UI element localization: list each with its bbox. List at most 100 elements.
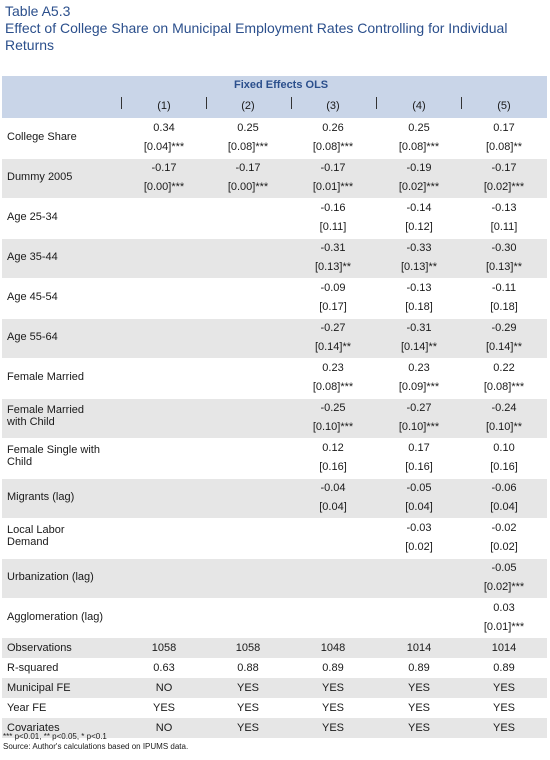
stat-cell: YES [407, 722, 430, 734]
standard-error-cell: [0.14]** [314, 341, 352, 353]
coefficient-cell: 0.25 [408, 122, 430, 134]
row-label: Agglomeration (lag) [7, 611, 103, 623]
standard-error-cell: [0.10]** [485, 421, 523, 433]
coefficient-cell: -0.31 [406, 322, 432, 334]
standard-error-cell: [0.14]** [485, 341, 523, 353]
standard-error-cell: [0.12] [405, 221, 433, 233]
standard-error-cell: [0.00]*** [227, 181, 269, 193]
stat-cell: YES [236, 682, 259, 694]
coefficient-cell: -0.05 [491, 562, 517, 574]
stat-row: Municipal FE NO YES YES YES YES [2, 678, 547, 698]
coefficient-cell: 0.22 [493, 362, 515, 374]
row-label-line: Age 45-54 [7, 291, 58, 303]
table-row: Agglomeration (lag) 0.03 [0.01]*** [2, 598, 547, 638]
stat-cell: YES [321, 702, 344, 714]
stat-cell: NO [155, 722, 173, 734]
table-row: Age 25-34 -0.16 [0.11] -0.14 [0.12] -0.13 [0.1… [2, 198, 547, 238]
row-label-line: Agglomeration (lag) [7, 611, 103, 623]
row-label-line: Migrants (lag) [7, 491, 75, 503]
standard-error-cell: [0.08]*** [227, 141, 269, 153]
coefficient-cell: -0.16 [320, 202, 346, 214]
table-title-block: Table A5.3 Effect of College Share on Mu… [5, 3, 545, 54]
standard-error-cell: [0.11] [490, 221, 518, 233]
column-separator [206, 97, 207, 109]
coefficient-cell: -0.17 [320, 162, 346, 174]
row-label: Age 35-44 [7, 251, 58, 263]
row-label: Urbanization (lag) [7, 571, 94, 583]
standard-error-cell: [0.09]*** [398, 381, 440, 393]
row-label: Female Single with Child [7, 444, 100, 468]
row-label: Migrants (lag) [7, 491, 74, 503]
statistics-rows: Observations 1058 1058 1048 1014 1014 R-square… [2, 638, 547, 738]
standard-error-cell: [0.14]** [400, 341, 438, 353]
coefficient-cell: 0.17 [493, 122, 515, 134]
coefficient-cell: -0.05 [406, 482, 432, 494]
stat-cell: YES [236, 722, 259, 734]
row-label-line: Female Married [7, 371, 85, 383]
coefficient-cell: -0.24 [491, 402, 517, 414]
row-label-line: Urbanization (lag) [7, 571, 94, 583]
row-label-line: Female Married [7, 404, 85, 416]
row-label-line: Demand [7, 536, 49, 548]
stat-cell: YES [321, 682, 344, 694]
coefficient-cell: -0.27 [406, 402, 432, 414]
stat-cell: YES [321, 722, 344, 734]
coefficient-cell: 0.25 [237, 122, 259, 134]
stat-cell: YES [492, 702, 515, 714]
standard-error-cell: [0.04] [319, 501, 347, 513]
coefficient-cell: -0.25 [320, 402, 346, 414]
stat-cell: 1058 [235, 642, 261, 654]
row-label-line: College Share [7, 131, 77, 143]
row-label: Age 55-64 [7, 331, 58, 343]
coefficient-cell: 0.34 [153, 122, 175, 134]
column-separator [291, 97, 292, 109]
stat-label: Covariates [7, 722, 60, 734]
significance-note: *** p<0.01, ** p<0.05, * p<0.1 [3, 732, 107, 741]
coefficient-cell: -0.33 [406, 242, 432, 254]
stat-cell: 0.89 [322, 662, 344, 674]
stat-cell: YES [152, 702, 175, 714]
standard-error-cell: [0.11] [319, 221, 347, 233]
stat-cell: YES [407, 682, 430, 694]
row-label: Dummy 2005 [7, 171, 72, 183]
column-separator [376, 97, 377, 109]
stat-cell: 0.63 [153, 662, 175, 674]
table-row: Urbanization (lag) -0.05 [0.02]*** [2, 558, 547, 598]
standard-error-cell: [0.08]*** [312, 381, 354, 393]
standard-error-cell: [0.13]** [400, 261, 438, 273]
standard-error-cell: [0.18] [405, 301, 433, 313]
column-separator [121, 97, 122, 109]
stat-label: Municipal FE [7, 682, 71, 694]
stat-cell: 1014 [491, 642, 517, 654]
table-row: Local Labor Demand -0.03 [0.02] -0.02 [0.02] [2, 518, 547, 558]
row-label-line: with Child [7, 416, 55, 428]
row-label-line: Age 55-64 [7, 331, 58, 343]
stat-row: Covariates NO YES YES YES YES [2, 718, 547, 738]
coefficient-cell: -0.17 [491, 162, 517, 174]
stat-cell: 0.88 [237, 662, 259, 674]
regression-table: Fixed Effects OLS (1) (2) (3) (4) (5) Colleg… [2, 76, 547, 738]
standard-error-cell: [0.13]** [485, 261, 523, 273]
column-header-4: (4) [412, 100, 426, 112]
row-label: Female Married [7, 371, 84, 383]
table-row: Female Married 0.23 [0.08]*** 0.23 [0.09]***… [2, 358, 547, 398]
standard-error-cell: [0.16] [319, 461, 347, 473]
table-row: Migrants (lag) -0.04 [0.04] -0.05 [0.04] -0.0… [2, 478, 547, 518]
column-header-5: (5) [497, 100, 511, 112]
row-label: Age 45-54 [7, 291, 58, 303]
coefficient-cell: 0.03 [493, 602, 515, 614]
standard-error-cell: [0.04] [490, 501, 518, 513]
row-label: Local Labor Demand [7, 524, 65, 548]
coefficient-cell: -0.04 [320, 482, 346, 494]
standard-error-cell: [0.08]*** [483, 381, 525, 393]
stat-cell: 1058 [151, 642, 177, 654]
coefficient-cell: -0.30 [491, 242, 517, 254]
standard-error-cell: [0.04]*** [143, 141, 185, 153]
stat-cell: YES [407, 702, 430, 714]
coefficient-cell: -0.14 [406, 202, 432, 214]
coefficient-cell: -0.27 [320, 322, 346, 334]
standard-error-cell: [0.00]*** [143, 181, 185, 193]
standard-error-cell: [0.10]*** [398, 421, 440, 433]
table-title-line-1: Effect of College Share on Municipal Emp… [5, 20, 508, 36]
row-label-line: Dummy 2005 [7, 171, 73, 183]
